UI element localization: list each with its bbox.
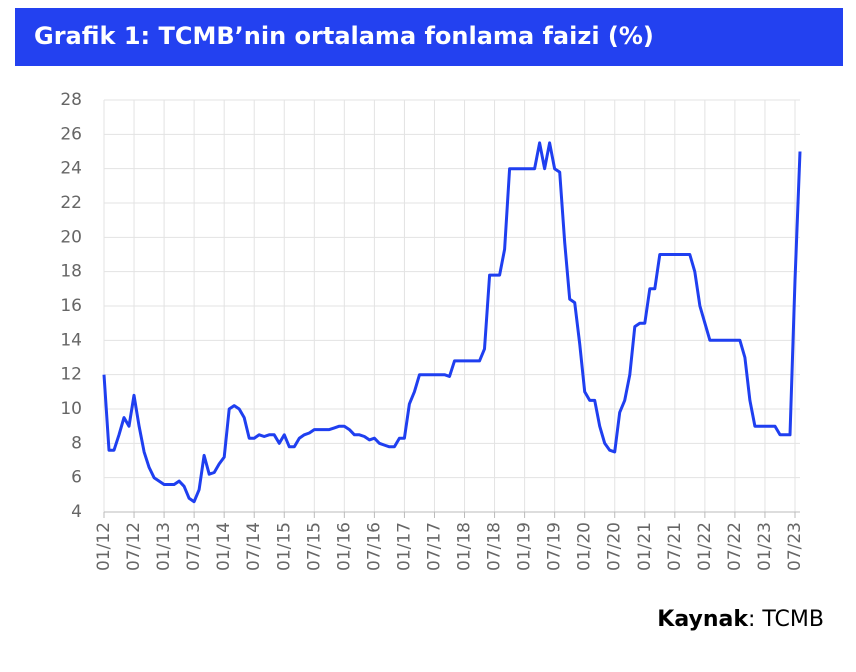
x-tick-label: 07/16 xyxy=(364,522,384,571)
x-tick-label: 01/18 xyxy=(455,522,475,571)
y-tick-label: 28 xyxy=(60,90,82,110)
y-tick-label: 24 xyxy=(60,159,82,179)
y-tick-label: 22 xyxy=(60,193,82,213)
x-tick-label: 07/14 xyxy=(244,522,264,571)
y-tick-label: 12 xyxy=(60,365,82,385)
x-tick-label: 07/13 xyxy=(184,522,204,571)
x-tick-label: 07/22 xyxy=(725,522,745,571)
x-tick-label: 07/18 xyxy=(485,522,505,571)
line xyxy=(102,141,802,504)
y-tick-label: 8 xyxy=(71,433,82,453)
title-bar xyxy=(15,8,843,66)
x-tick-label: 01/13 xyxy=(154,522,174,571)
x-tick-label: 07/21 xyxy=(665,522,685,571)
x-tick-label: 07/19 xyxy=(545,522,565,571)
x-tick-label: 01/23 xyxy=(755,522,775,571)
source-label: Kaynak xyxy=(657,607,749,632)
chart-title: Grafik 1: TCMB’nin ortalama fonlama faiz… xyxy=(34,22,654,50)
y-tick-label: 16 xyxy=(60,296,82,316)
x-tick-label: 07/15 xyxy=(304,522,324,571)
source-text: : TCMB xyxy=(748,607,824,632)
x-tick-label: 01/21 xyxy=(635,522,655,571)
y-tick-label: 20 xyxy=(60,227,82,247)
y-tick-label: 4 xyxy=(71,502,82,522)
x-tick-label: 01/12 xyxy=(94,522,114,571)
x-tick-label: 01/14 xyxy=(214,522,234,571)
x-tick-label: 07/17 xyxy=(424,522,444,571)
y-tick-label: 10 xyxy=(60,399,82,419)
y-tick-label: 14 xyxy=(60,330,82,350)
x-tick-label: 01/22 xyxy=(695,522,715,571)
x-tick-label: 07/20 xyxy=(605,522,625,571)
x-tick-label: 01/17 xyxy=(394,522,414,571)
x-tick-label: 01/15 xyxy=(274,522,294,571)
source: Kaynak: TCMB xyxy=(657,607,824,632)
y-tick-label: 6 xyxy=(71,468,82,488)
x-tick-label: 01/20 xyxy=(575,522,595,571)
y-tick-label: 18 xyxy=(60,262,82,282)
x-tick-label: 01/19 xyxy=(515,522,535,571)
x-tick-label: 07/12 xyxy=(124,522,144,571)
y-tick-label: 26 xyxy=(60,124,82,144)
x-tick-label: 01/16 xyxy=(334,522,354,571)
x-tick-label: 07/23 xyxy=(785,522,805,571)
